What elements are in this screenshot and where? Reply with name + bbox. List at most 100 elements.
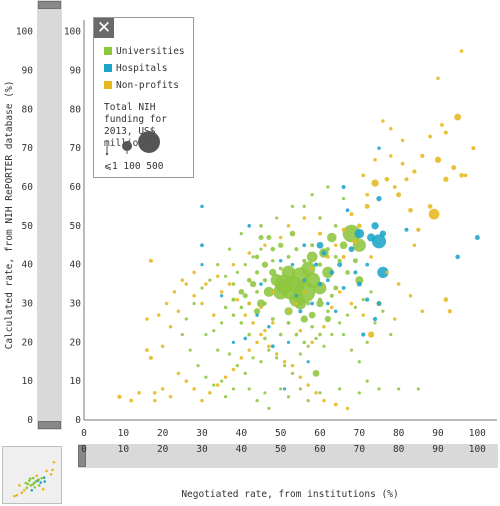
- data-point-hospitals[interactable]: [376, 196, 382, 202]
- data-point-universities[interactable]: [300, 315, 308, 323]
- data-point-universities[interactable]: [200, 286, 204, 290]
- data-point-universities[interactable]: [261, 261, 269, 268]
- data-point-universities[interactable]: [325, 247, 330, 252]
- vertical-range-slider-track[interactable]: [37, 0, 62, 430]
- data-point-universities[interactable]: [286, 321, 291, 325]
- data-point-universities[interactable]: [318, 216, 322, 220]
- data-point-universities[interactable]: [397, 387, 401, 391]
- data-point-non-profits[interactable]: [247, 251, 251, 255]
- data-point-non-profits[interactable]: [357, 223, 362, 229]
- data-point-universities[interactable]: [317, 297, 323, 302]
- data-point-non-profits[interactable]: [223, 375, 228, 380]
- data-point-universities[interactable]: [247, 332, 251, 337]
- data-point-universities[interactable]: [239, 305, 244, 310]
- data-point-universities[interactable]: [192, 301, 196, 306]
- legend-item-hospitals[interactable]: Hospitals: [104, 63, 167, 74]
- data-point-universities[interactable]: [341, 332, 346, 337]
- data-point-universities[interactable]: [286, 395, 291, 399]
- data-point-universities[interactable]: [267, 406, 271, 410]
- data-point-hospitals[interactable]: [372, 316, 378, 322]
- data-point-non-profits[interactable]: [282, 359, 287, 364]
- data-point-non-profits[interactable]: [298, 375, 303, 380]
- data-point-non-profits[interactable]: [365, 192, 370, 197]
- data-point-hospitals[interactable]: [377, 266, 389, 279]
- data-point-universities[interactable]: [275, 216, 279, 220]
- data-point-non-profits[interactable]: [208, 391, 212, 395]
- data-point-non-profits[interactable]: [168, 325, 173, 329]
- data-point-hospitals[interactable]: [321, 250, 327, 256]
- data-point-universities[interactable]: [306, 398, 310, 403]
- data-point-universities[interactable]: [281, 265, 296, 280]
- data-point-universities[interactable]: [275, 356, 279, 360]
- data-point-universities[interactable]: [355, 276, 364, 285]
- data-point-non-profits[interactable]: [160, 344, 165, 348]
- data-point-hospitals[interactable]: [356, 281, 362, 287]
- data-point-non-profits[interactable]: [129, 398, 134, 403]
- data-point-non-profits[interactable]: [361, 313, 366, 317]
- data-point-universities[interactable]: [259, 224, 263, 228]
- data-point-universities[interactable]: [310, 193, 314, 197]
- data-point-universities[interactable]: [259, 360, 263, 364]
- data-point-universities[interactable]: [270, 246, 276, 252]
- legend-item-non-profits[interactable]: Non-profits: [104, 80, 179, 91]
- data-point-non-profits[interactable]: [278, 235, 283, 240]
- data-point-universities[interactable]: [251, 255, 255, 259]
- data-point-hospitals[interactable]: [341, 184, 346, 190]
- data-point-non-profits[interactable]: [420, 153, 425, 159]
- data-point-non-profits[interactable]: [215, 274, 220, 279]
- data-point-non-profits[interactable]: [416, 227, 421, 232]
- data-point-non-profits[interactable]: [164, 301, 169, 306]
- data-point-universities[interactable]: [231, 313, 236, 317]
- data-point-universities[interactable]: [243, 263, 247, 267]
- data-point-hospitals[interactable]: [316, 241, 324, 249]
- data-point-non-profits[interactable]: [371, 179, 379, 187]
- data-point-non-profits[interactable]: [427, 204, 433, 209]
- data-point-non-profits[interactable]: [349, 301, 354, 306]
- data-point-hospitals[interactable]: [282, 387, 287, 391]
- data-point-universities[interactable]: [306, 301, 311, 306]
- data-point-non-profits[interactable]: [361, 173, 366, 178]
- data-point-non-profits[interactable]: [396, 192, 402, 198]
- data-point-universities[interactable]: [270, 274, 283, 287]
- data-point-hospitals[interactable]: [376, 301, 382, 306]
- data-point-universities[interactable]: [310, 325, 314, 329]
- data-point-non-profits[interactable]: [306, 383, 310, 387]
- data-point-non-profits[interactable]: [373, 158, 377, 162]
- data-point-universities[interactable]: [313, 281, 327, 295]
- data-point-universities[interactable]: [263, 286, 274, 297]
- data-point-universities[interactable]: [269, 268, 277, 277]
- data-point-universities[interactable]: [342, 224, 361, 243]
- data-point-universities[interactable]: [294, 247, 299, 252]
- data-point-non-profits[interactable]: [247, 301, 251, 306]
- data-point-non-profits[interactable]: [443, 130, 448, 135]
- data-point-universities[interactable]: [180, 332, 184, 337]
- data-point-non-profits[interactable]: [176, 309, 181, 314]
- data-point-universities[interactable]: [310, 243, 315, 248]
- data-point-hospitals[interactable]: [278, 259, 283, 263]
- data-point-non-profits[interactable]: [243, 313, 248, 317]
- data-point-non-profits[interactable]: [180, 278, 185, 282]
- data-point-universities[interactable]: [416, 387, 420, 391]
- data-point-universities[interactable]: [204, 332, 208, 337]
- data-point-universities[interactable]: [282, 364, 287, 368]
- data-point-hospitals[interactable]: [259, 282, 263, 286]
- data-point-universities[interactable]: [289, 230, 296, 237]
- data-point-universities[interactable]: [247, 387, 251, 391]
- data-point-non-profits[interactable]: [322, 398, 326, 403]
- data-point-universities[interactable]: [377, 387, 381, 391]
- data-point-non-profits[interactable]: [330, 305, 334, 310]
- data-point-universities[interactable]: [294, 332, 299, 337]
- data-point-universities[interactable]: [337, 258, 342, 263]
- data-point-universities[interactable]: [208, 278, 212, 282]
- data-point-universities[interactable]: [352, 258, 358, 264]
- data-point-non-profits[interactable]: [459, 173, 464, 178]
- data-point-hospitals[interactable]: [302, 243, 307, 248]
- data-point-universities[interactable]: [270, 317, 275, 321]
- data-point-non-profits[interactable]: [310, 340, 314, 345]
- data-point-non-profits[interactable]: [231, 367, 236, 372]
- data-point-non-profits[interactable]: [148, 355, 153, 360]
- data-point-non-profits[interactable]: [200, 301, 204, 306]
- legend-item-universities[interactable]: Universities: [104, 46, 185, 57]
- data-point-universities[interactable]: [249, 280, 257, 288]
- data-point-non-profits[interactable]: [341, 227, 346, 232]
